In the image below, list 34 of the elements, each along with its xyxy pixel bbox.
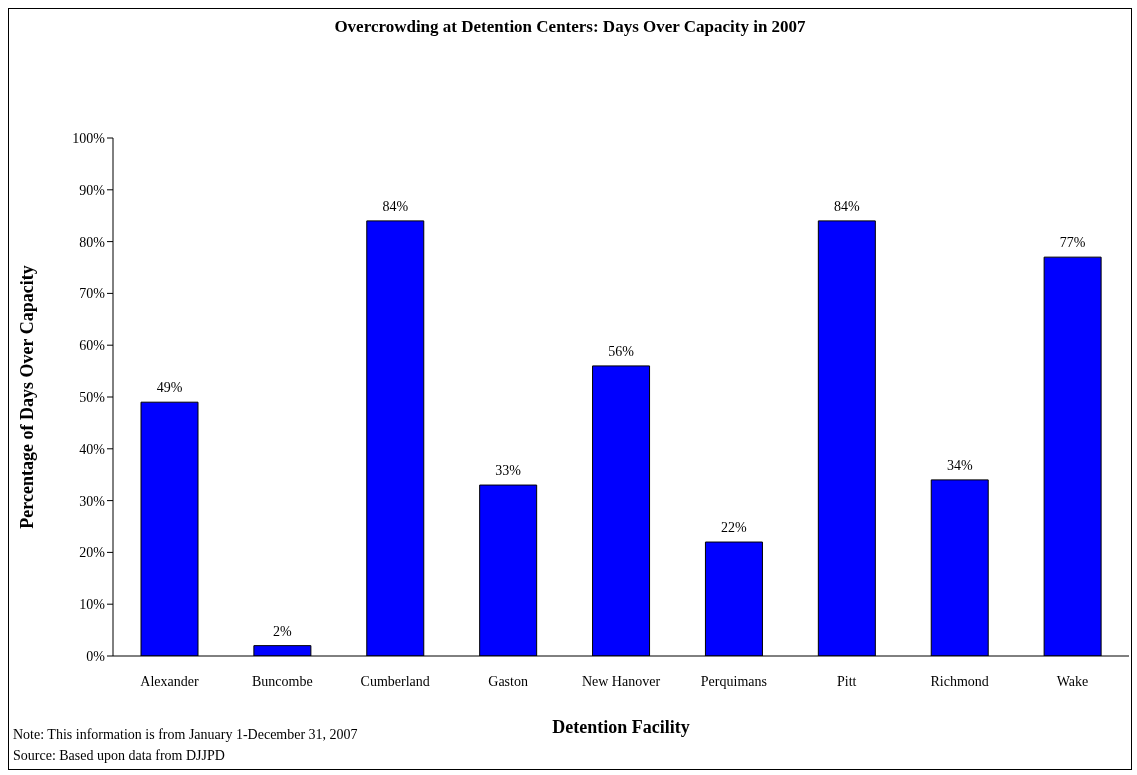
y-tick-label: 30% [79, 493, 106, 509]
data-label: 84% [382, 198, 409, 214]
x-tick-label: Richmond [930, 673, 989, 689]
data-label: 22% [721, 520, 748, 536]
x-tick-label: Gaston [488, 673, 528, 689]
y-tick-label: 40% [79, 441, 106, 457]
x-tick-label: Wake [1056, 673, 1089, 689]
data-label: 84% [834, 198, 860, 214]
data-label: 77% [1059, 235, 1086, 251]
data-label: 56% [608, 343, 635, 359]
y-tick-label: 90% [79, 182, 106, 198]
data-label: 2% [273, 623, 293, 639]
x-tick-label: Alexander [140, 673, 199, 689]
data-label: 49% [156, 380, 183, 396]
y-tick-label: 0% [86, 648, 106, 664]
y-tick-label: 10% [79, 597, 106, 613]
y-tick-label: 50% [79, 389, 106, 405]
data-label: 34% [946, 457, 973, 473]
x-tick-label: New Hanover [581, 673, 661, 689]
chart-title: Overcrowding at Detention Centers: Days Over Capacity in 2007 [333, 17, 807, 37]
y-tick-label: 70% [79, 286, 106, 302]
x-tick-label: Pitt [837, 673, 857, 689]
x-tick-label: Cumberland [360, 673, 430, 689]
data-label: 33% [495, 463, 522, 479]
x-tick-label: Perquimans [700, 673, 767, 689]
y-tick-label: 100% [72, 130, 106, 146]
y-axis-title: Percentage of Days Over Capacity [17, 265, 38, 529]
source-note: Source: Based upon data from DJJPD [13, 748, 225, 764]
y-tick-label: 80% [79, 234, 106, 250]
x-axis-title: Detention Facility [552, 717, 690, 737]
y-tick-label: 60% [79, 338, 106, 354]
y-tick-label: 20% [79, 545, 106, 561]
text: Note: This information is from January 1-December 31, 2007 [13, 727, 358, 743]
x-tick-label: Buncombe [252, 673, 313, 689]
